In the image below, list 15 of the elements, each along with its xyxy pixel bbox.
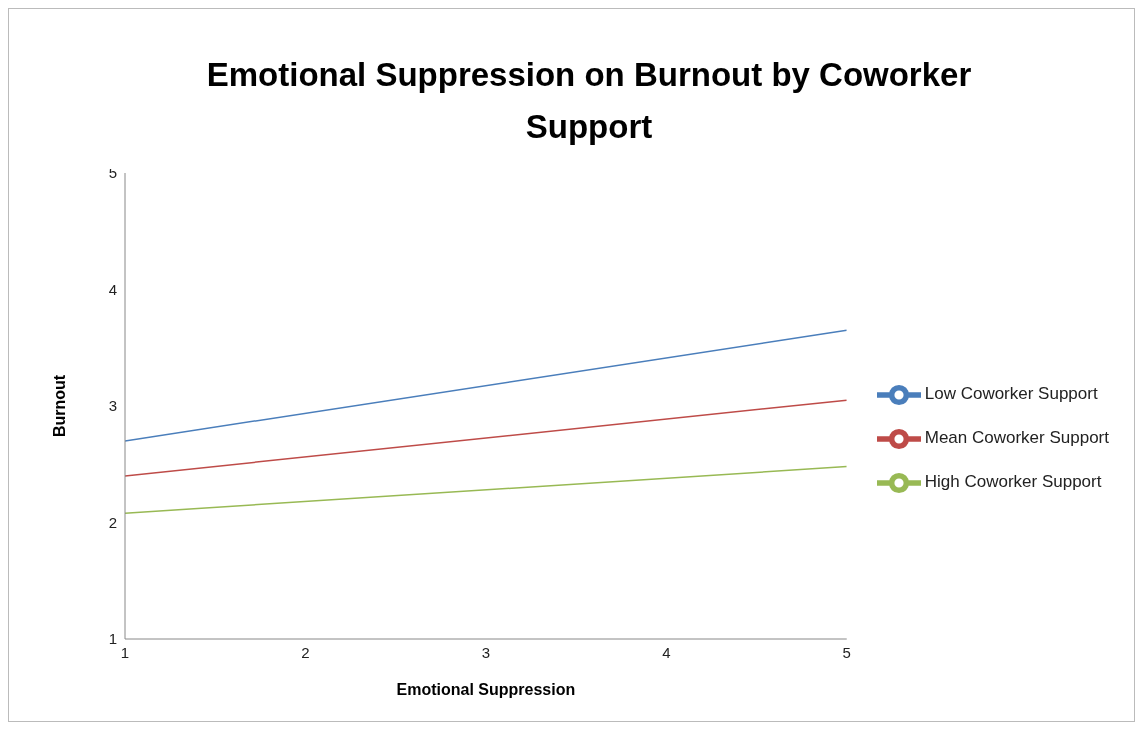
x-tick-label: 4	[662, 643, 671, 661]
legend-label: Low Coworker Support	[924, 384, 1098, 404]
y-tick-label: 3	[108, 397, 117, 415]
y-axis-title: Burnout	[50, 374, 68, 438]
x-tick-label: 5	[842, 643, 851, 661]
y-tick-label: 4	[108, 280, 117, 298]
y-tick-label: 1	[108, 630, 117, 648]
legend-label: Mean Coworker Support	[924, 428, 1109, 448]
legend-label: High Coworker Support	[924, 472, 1102, 492]
y-tick-label: 2	[108, 513, 117, 531]
x-tick-label: 3	[481, 643, 491, 661]
x-tick-label: 2	[301, 643, 310, 661]
x-tick-label: 1	[120, 643, 130, 661]
chart-title: Emotional Suppression on Burnout by Coworker Support	[205, 55, 973, 147]
x-axis-title: Emotional Suppression	[396, 681, 576, 698]
